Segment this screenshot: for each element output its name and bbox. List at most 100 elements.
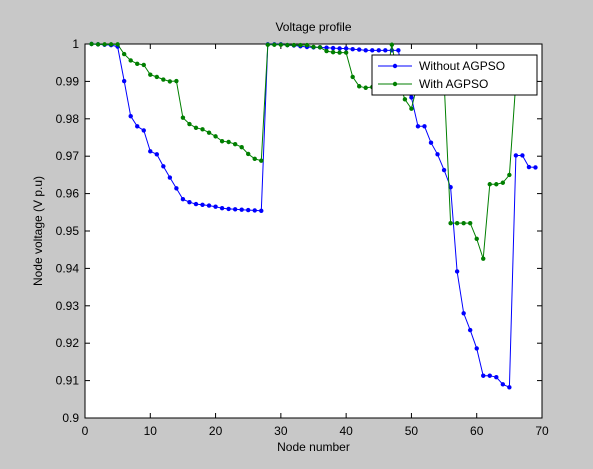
data-point [370,48,375,53]
data-point [330,50,336,55]
data-point [396,48,401,53]
x-tick-label: 10 [144,424,158,438]
data-point [252,208,257,213]
y-tick-label: 0.93 [56,299,80,313]
x-tick-label: 50 [405,424,419,438]
data-point [161,77,166,82]
legend-marker [392,81,398,87]
data-point [187,121,192,127]
data-point [206,130,212,135]
data-point [121,51,127,57]
data-point [226,206,231,212]
data-point [454,269,460,274]
data-point [474,236,479,242]
data-point [520,153,525,158]
data-point [363,48,368,53]
data-point [357,84,362,89]
data-point [454,220,460,226]
data-point [154,152,160,157]
data-point [474,346,479,351]
data-point [435,152,440,157]
data-point [141,128,146,133]
data-point [461,311,466,316]
plot-area [84,43,543,419]
data-point [330,45,336,51]
data-point [337,46,342,51]
data-point [148,149,153,154]
data-point [219,139,225,144]
data-point [108,42,114,47]
data-point [481,373,486,378]
data-point [200,127,205,132]
data-point [278,42,284,47]
x-tick-label: 20 [209,424,223,438]
y-tick-label: 1 [72,37,79,51]
data-point [213,134,218,139]
data-point [102,42,107,47]
y-axis-title: Node voltage (V p.u) [31,176,45,286]
data-point [409,95,414,100]
legend-label: With AGPSO [419,77,488,91]
data-point [513,153,519,158]
data-point [167,79,173,84]
data-point [259,208,264,214]
data-point [350,74,355,80]
data-point [154,74,160,80]
x-tick-label: 70 [535,424,549,438]
data-point [298,42,303,48]
x-tick-label: 40 [339,424,353,438]
data-point [507,172,512,178]
axis-ticks: 0 10 20 30 40 50 60 70 0.9 0.91 0.92 0.93 0.94 0.95 0.… [56,37,549,438]
y-tick-label: 0.95 [56,224,80,238]
data-point [259,158,264,163]
data-point [428,140,434,145]
data-point [507,385,512,390]
data-point [376,48,381,53]
data-point [533,165,538,170]
data-point [343,50,349,55]
data-point [232,142,238,147]
data-point [141,62,146,68]
x-tick-label: 0 [82,424,89,438]
data-point [135,61,140,67]
data-point [128,113,133,119]
data-point [291,42,297,48]
data-point [467,220,473,226]
x-tick-label: 60 [470,424,484,438]
data-point [135,124,140,129]
data-point [193,201,199,207]
y-tick-label: 0.9 [62,411,79,425]
data-point [239,145,244,150]
data-point [317,45,323,50]
data-point [500,382,506,387]
y-tick-label: 0.91 [56,374,80,388]
y-tick-label: 0.98 [56,112,80,126]
data-point [311,44,316,50]
data-point [272,42,277,47]
data-point [246,207,251,213]
data-point [200,202,205,208]
data-point [121,78,127,84]
data-point [226,139,231,145]
data-point [337,50,342,55]
data-point [180,115,186,120]
data-point [265,42,270,47]
data-point [219,205,225,211]
legend-item: With AGPSO [378,77,488,91]
data-point [161,164,166,169]
data-point [213,204,218,209]
data-point [409,106,414,111]
data-point [304,42,310,48]
data-point [357,47,362,52]
legend-label: Without AGPSO [419,59,505,73]
data-point [343,46,349,51]
data-point [526,164,532,170]
data-point [232,207,238,212]
data-point [285,42,290,48]
y-tick-label: 0.96 [56,187,80,201]
data-point [115,42,120,47]
data-point [494,375,499,380]
data-point [363,85,368,90]
data-point [89,41,94,47]
